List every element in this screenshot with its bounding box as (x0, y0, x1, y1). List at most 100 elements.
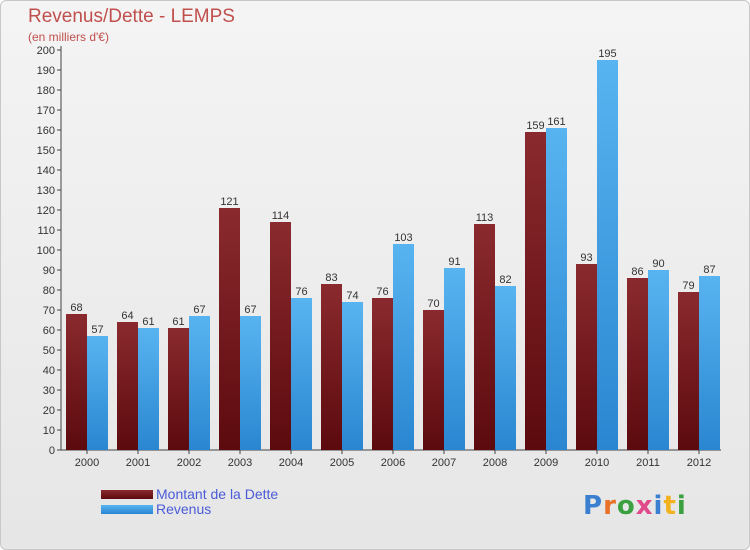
bar-dette-2009 (525, 132, 546, 450)
x-tick-label-2007: 2007 (432, 457, 456, 469)
bar-dette-2008 (474, 224, 495, 450)
legend-label-revenus: Revenus (156, 501, 212, 517)
y-tick-label: 130 (37, 185, 55, 197)
y-tick-label: 180 (37, 85, 55, 97)
y-tick-label: 10 (43, 425, 55, 437)
data-label-dette-2005: 83 (325, 272, 337, 284)
data-label-revenus-2009: 161 (547, 116, 565, 128)
data-label-revenus-2006: 103 (394, 232, 412, 244)
legend-swatch-dette (101, 490, 153, 499)
bar-revenus-2003 (240, 316, 261, 450)
y-tick-label: 170 (37, 105, 55, 117)
bar-dette-2010 (576, 264, 597, 450)
bar-dette-2005 (321, 284, 342, 450)
data-label-revenus-2001: 61 (142, 316, 154, 328)
logo-letter: r (603, 491, 617, 521)
bar-revenus-2001 (138, 328, 159, 450)
bar-revenus-2004 (291, 298, 312, 450)
bar-revenus-2006 (393, 244, 414, 450)
chart-subtitle: (en milliers d'€) (28, 30, 109, 44)
y-tick-label: 20 (43, 405, 55, 417)
y-tick-label: 60 (43, 325, 55, 337)
x-tick-label-2010: 2010 (585, 457, 609, 469)
data-label-revenus-2008: 82 (499, 274, 511, 286)
x-tick-label-2004: 2004 (279, 457, 303, 469)
x-tick-label-2003: 2003 (228, 457, 252, 469)
x-tick-label-2005: 2005 (330, 457, 354, 469)
data-label-dette-2009: 159 (526, 120, 544, 132)
y-tick-label: 80 (43, 285, 55, 297)
y-tick-label: 110 (37, 225, 55, 237)
data-label-revenus-2004: 76 (295, 286, 307, 298)
data-label-dette-2011: 86 (631, 266, 643, 278)
data-label-dette-2008: 113 (476, 212, 494, 224)
x-tick-label-2011: 2011 (636, 457, 660, 469)
data-label-dette-2004: 114 (272, 210, 290, 222)
bar-revenus-2007 (444, 268, 465, 450)
bar-revenus-2008 (495, 286, 516, 450)
x-tick-label-2002: 2002 (177, 457, 201, 469)
logo-letter: i (653, 491, 664, 521)
data-label-revenus-2010: 195 (598, 48, 616, 60)
data-label-revenus-2005: 74 (346, 290, 358, 302)
bar-revenus-2009 (546, 128, 567, 450)
logo-letter: i (676, 491, 687, 521)
data-label-dette-2007: 70 (427, 298, 439, 310)
bar-revenus-2005 (342, 302, 363, 450)
data-label-dette-2002: 61 (172, 316, 184, 328)
x-tick-label-2006: 2006 (381, 457, 405, 469)
y-tick-label: 120 (37, 205, 55, 217)
data-label-revenus-2012: 87 (703, 264, 715, 276)
bar-dette-2003 (219, 208, 240, 450)
y-tick-label: 30 (43, 385, 55, 397)
x-tick-label-2001: 2001 (126, 457, 150, 469)
x-tick-label-2012: 2012 (687, 457, 711, 469)
y-tick-label: 140 (37, 165, 55, 177)
data-label-revenus-2011: 90 (652, 258, 664, 270)
bar-revenus-2010 (597, 60, 618, 450)
data-label-dette-2001: 64 (121, 310, 133, 322)
logo-letter: P (583, 491, 604, 521)
data-label-dette-2012: 79 (682, 280, 694, 292)
logo-letter: o (616, 491, 636, 521)
proxiti-logo: Proxiti (583, 491, 687, 521)
legend-swatch-revenus (101, 505, 153, 514)
chart-title: Revenus/Dette - LEMPS (28, 6, 235, 27)
bar-revenus-2002 (189, 316, 210, 450)
bar-revenus-2012 (699, 276, 720, 450)
y-tick-label: 70 (43, 305, 55, 317)
bar-dette-2000 (66, 314, 87, 450)
bar-revenus-2000 (87, 336, 108, 450)
legend-label-dette: Montant de la Dette (156, 486, 279, 502)
data-label-dette-2010: 93 (580, 252, 592, 264)
logo-letter: x (635, 491, 654, 521)
y-tick-label: 0 (49, 445, 55, 457)
y-tick-label: 190 (37, 65, 55, 77)
data-label-revenus-2003: 67 (244, 304, 256, 316)
y-tick-label: 150 (37, 145, 55, 157)
data-label-dette-2006: 76 (376, 286, 388, 298)
bar-dette-2006 (372, 298, 393, 450)
bar-dette-2012 (678, 292, 699, 450)
bar-dette-2007 (423, 310, 444, 450)
bar-revenus-2011 (648, 270, 669, 450)
y-tick-label: 40 (43, 365, 55, 377)
data-label-revenus-2002: 67 (193, 304, 205, 316)
x-tick-label-2009: 2009 (534, 457, 558, 469)
x-tick-label-2000: 2000 (75, 457, 99, 469)
y-tick-label: 100 (37, 245, 55, 257)
logo-letter: t (663, 491, 677, 521)
x-tick-label-2008: 2008 (483, 457, 507, 469)
y-tick-label: 50 (43, 345, 55, 357)
data-label-dette-2000: 68 (70, 302, 82, 314)
data-label-dette-2003: 121 (220, 196, 238, 208)
data-label-revenus-2007: 91 (448, 256, 460, 268)
data-label-revenus-2000: 57 (91, 324, 103, 336)
y-tick-label: 200 (37, 45, 55, 57)
bar-dette-2002 (168, 328, 189, 450)
bar-dette-2001 (117, 322, 138, 450)
bar-dette-2011 (627, 278, 648, 450)
y-tick-label: 90 (43, 265, 55, 277)
